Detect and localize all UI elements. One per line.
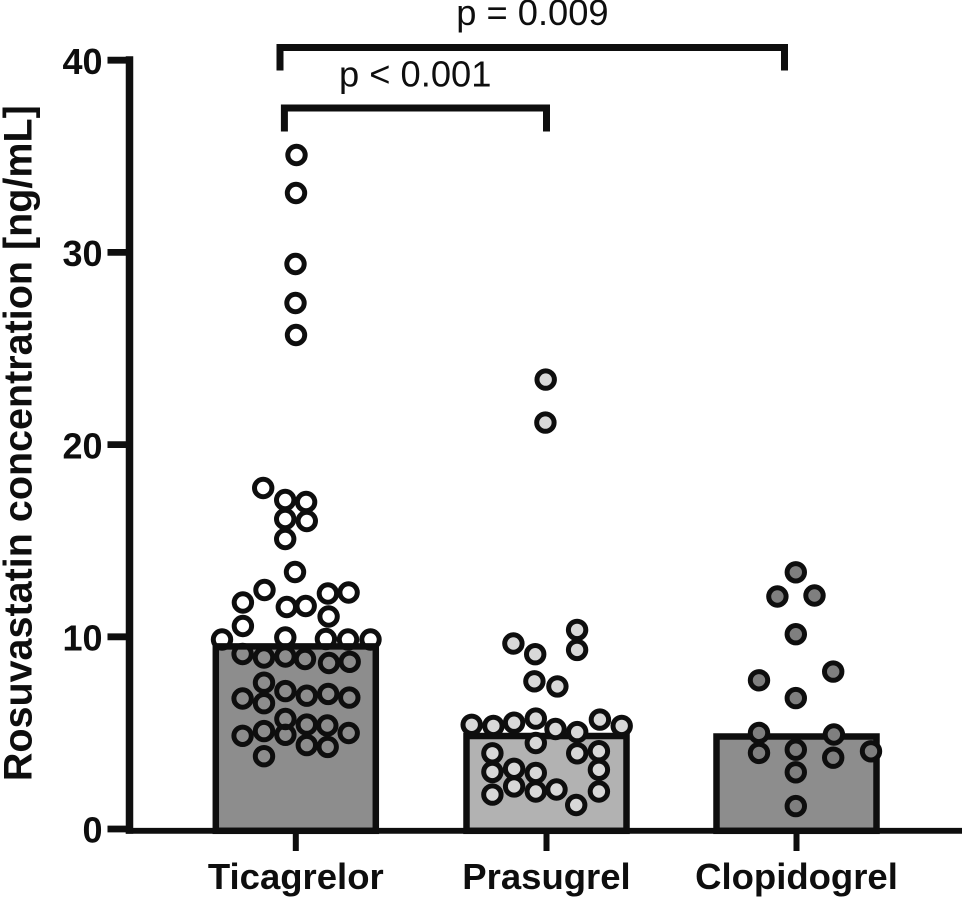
svg-text:Rosuvastatin concentration [ng: Rosuvastatin concentration [ng/mL] — [0, 105, 40, 781]
svg-text:10: 10 — [62, 618, 102, 659]
svg-text:20: 20 — [62, 425, 102, 466]
svg-text:Clopidogrel: Clopidogrel — [695, 856, 898, 897]
svg-text:0: 0 — [82, 810, 102, 851]
svg-text:40: 40 — [62, 41, 102, 82]
svg-text:Prasugrel: Prasugrel — [462, 856, 630, 897]
svg-text:Ticagrelor: Ticagrelor — [208, 856, 384, 897]
svg-text:p < 0.001: p < 0.001 — [339, 54, 491, 95]
svg-text:p = 0.009: p = 0.009 — [456, 0, 608, 33]
svg-text:30: 30 — [62, 233, 102, 274]
